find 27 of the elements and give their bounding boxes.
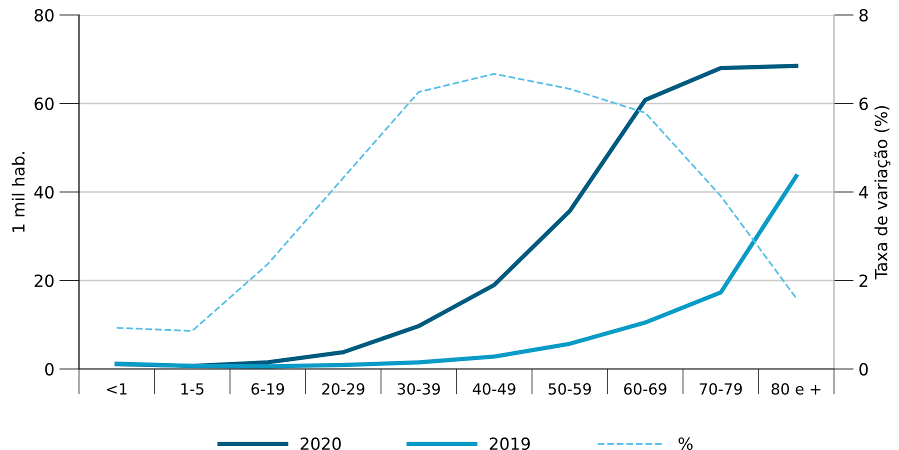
y-tick-label: 20: [34, 274, 54, 288]
x-tick-label: 70-79: [700, 383, 742, 395]
line-series: [114, 174, 798, 368]
x-tick-label: 30-39: [398, 383, 440, 395]
y2-tick-label: 6: [859, 97, 868, 110]
x-tick-label: 60-69: [624, 383, 666, 395]
y-tick-label: 80: [34, 8, 54, 22]
legend-label: 2019: [490, 437, 530, 450]
y-axis-title: 1 mil hab.: [12, 152, 25, 232]
x-tick-label: 40-49: [472, 383, 516, 395]
legend-label: %: [678, 437, 693, 450]
x-tick-label: 50-59: [548, 383, 591, 395]
x-tick-label: 20-29: [322, 383, 364, 395]
x-tick-label: 80 e +: [772, 383, 820, 395]
x-tick-label: 1-5: [181, 383, 204, 395]
y-tick-label: 40: [34, 186, 54, 199]
y2-tick-label: 8: [859, 8, 868, 22]
y2-tick-label: 0: [859, 362, 868, 376]
y2-tick-label: 2: [860, 274, 868, 287]
x-tick-label: <1: [107, 383, 127, 394]
x-tick-label: 6-19: [251, 383, 284, 395]
legend-label: 2020: [300, 437, 341, 450]
line-series: [116, 72, 798, 332]
y2-tick-label: 4: [859, 186, 868, 198]
y2-axis-title: Taxa de variação (%): [874, 106, 890, 280]
y-tick-label: 0: [45, 362, 54, 376]
y-tick-label: 60: [34, 97, 54, 110]
